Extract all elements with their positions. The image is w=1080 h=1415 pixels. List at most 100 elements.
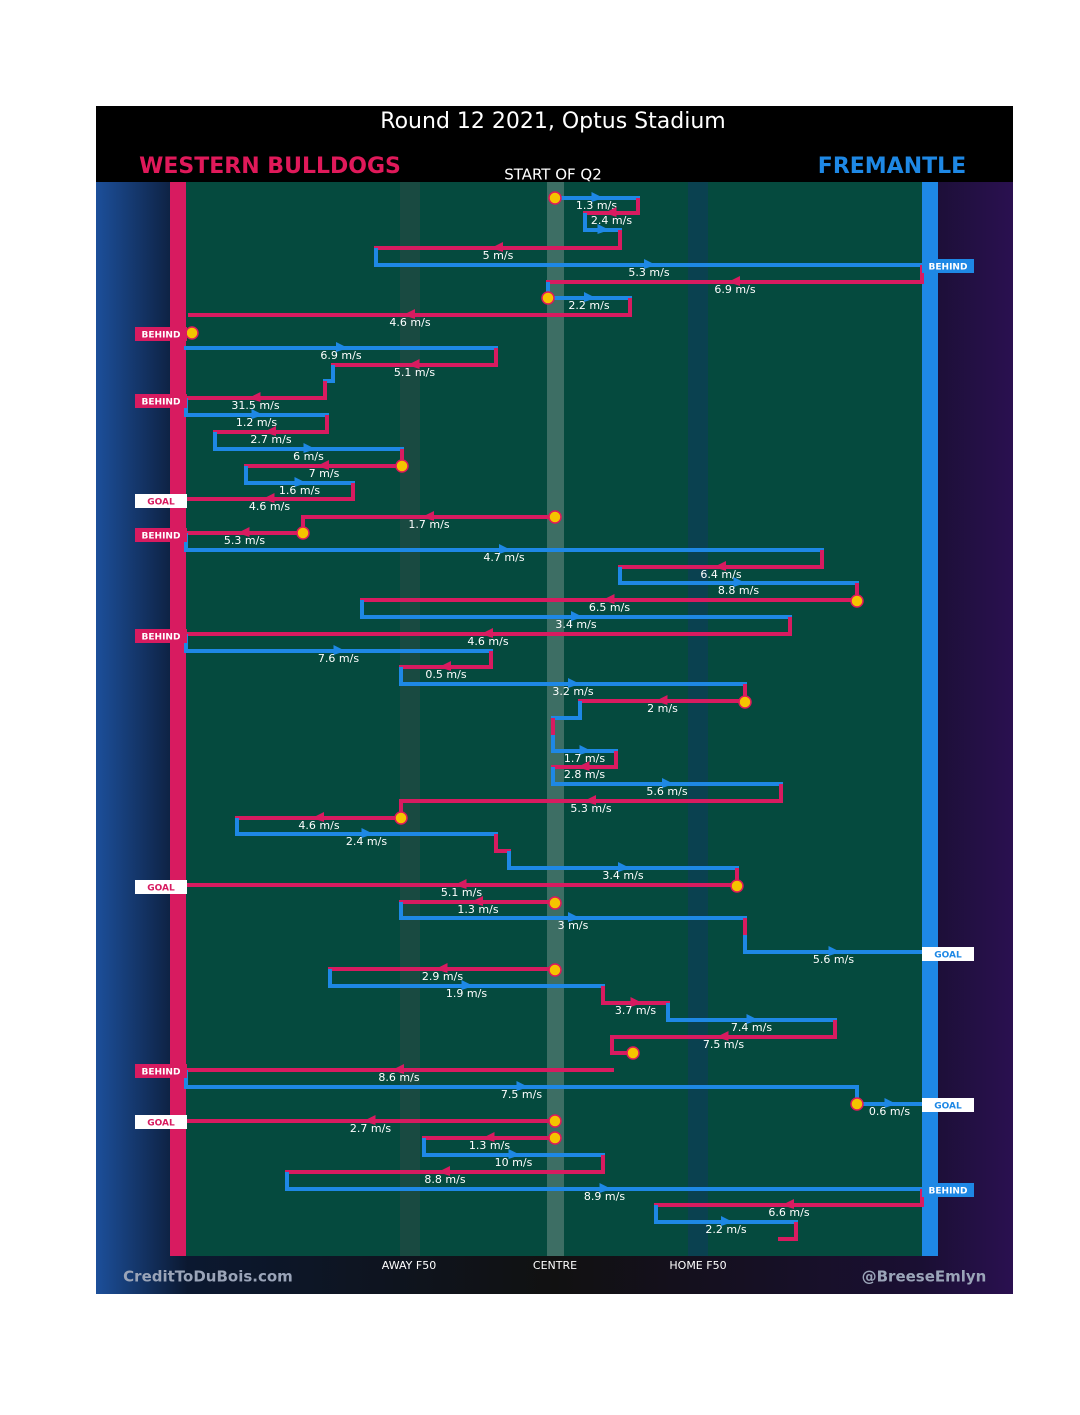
event-label: BEHIND [142, 633, 181, 643]
event-label: GOAL [934, 951, 962, 961]
field-label: AWAY F50 [382, 1259, 436, 1272]
arrow [361, 828, 374, 838]
arrow [237, 527, 250, 537]
ball-marker [730, 879, 744, 893]
arrow [568, 912, 580, 922]
speed-label: 6.6 m/s [768, 1206, 809, 1219]
arrow [294, 477, 307, 487]
arrow [602, 594, 615, 604]
speed-label: 5.6 m/s [646, 785, 687, 798]
speed-label: 2.7 m/s [350, 1122, 391, 1135]
arrow [336, 342, 348, 352]
ball-marker [296, 526, 310, 540]
right-goal-line [922, 182, 938, 1256]
speed-label: 1.9 m/s [446, 987, 487, 1000]
event-badge [135, 629, 187, 643]
arrow [516, 1081, 529, 1091]
ball-marker [850, 594, 864, 608]
speed-label: 4.6 m/s [249, 500, 290, 513]
field-label: CENTRE [533, 1259, 577, 1272]
event-label: BEHIND [142, 398, 181, 408]
event-badge [135, 394, 187, 408]
event-badge [922, 1183, 974, 1197]
speed-label: 3.4 m/s [555, 618, 596, 631]
arrow [333, 645, 346, 655]
speed-label: 7 m/s [309, 467, 340, 480]
ball-marker [548, 1131, 562, 1145]
arrow [312, 812, 324, 822]
speed-label: 5.1 m/s [441, 886, 482, 899]
away-f50-band [400, 182, 420, 1256]
event-label: GOAL [147, 1119, 175, 1129]
arrow [454, 879, 467, 889]
event-label: BEHIND [142, 331, 181, 341]
speed-label: 1.7 m/s [408, 518, 449, 531]
event-badge [922, 947, 974, 961]
event-label: GOAL [147, 884, 175, 894]
event-label: BEHIND [929, 1187, 968, 1197]
arrow [599, 1183, 612, 1193]
arrow [584, 292, 596, 302]
period: START OF Q2 [504, 166, 602, 184]
speed-label: 8.8 m/s [424, 1173, 465, 1186]
ball-marker [626, 1046, 640, 1060]
arrow [303, 443, 316, 453]
speed-label: 7.6 m/s [318, 652, 359, 665]
arrow [662, 778, 674, 788]
speed-label: 2.8 m/s [564, 768, 605, 781]
event-label: GOAL [934, 1102, 962, 1112]
arrow [392, 1064, 404, 1074]
arrow [407, 359, 420, 369]
ball-marker [548, 191, 562, 205]
ball-marker [548, 896, 562, 910]
ball-marker [394, 811, 408, 825]
event-badge [135, 528, 187, 542]
speed-label: 10 m/s [495, 1156, 533, 1169]
arrow [262, 493, 275, 503]
ball-marker [185, 326, 199, 340]
arrow [481, 628, 493, 638]
arrow [746, 1014, 759, 1024]
speed-label: 7.5 m/s [501, 1088, 542, 1101]
arrow [884, 1098, 897, 1108]
arrow [471, 896, 483, 906]
speed-label: 1.6 m/s [279, 484, 320, 497]
arrow [482, 1132, 495, 1142]
speed-label: 5.3 m/s [224, 534, 265, 547]
speed-label: 1.3 m/s [576, 199, 617, 212]
speed-label: 1.2 m/s [236, 416, 277, 429]
arrow [655, 695, 668, 705]
speed-label: 2.7 m/s [250, 433, 291, 446]
speed-label: 2.2 m/s [568, 299, 609, 312]
speed-label: 2.2 m/s [705, 1223, 746, 1236]
ball-marker [541, 291, 555, 305]
speed-label: 0.5 m/s [425, 668, 466, 681]
arrow [782, 1199, 794, 1209]
event-badge [135, 1064, 187, 1078]
speed-label: 2.4 m/s [591, 214, 632, 227]
arrow [728, 276, 740, 286]
speed-label: 3.4 m/s [602, 869, 643, 882]
arrow [422, 511, 434, 521]
speed-label: 5 m/s [483, 249, 514, 262]
speed-label: 6.9 m/s [320, 349, 361, 362]
event-badge [135, 327, 187, 341]
arrow [579, 745, 592, 755]
arrow [264, 426, 276, 436]
arrow [439, 661, 451, 671]
title: Round 12 2021, Optus Stadium [380, 109, 725, 134]
event-label: BEHIND [142, 532, 181, 542]
ball-marker [395, 459, 409, 473]
event-badge [922, 1098, 974, 1112]
speed-label: 4.6 m/s [467, 635, 508, 648]
home-f50-band [688, 182, 708, 1256]
speed-label: 7.4 m/s [731, 1021, 772, 1034]
arrow [716, 1031, 729, 1041]
ball-marker [548, 1114, 562, 1128]
arrow [403, 309, 415, 319]
speed-label: 5.3 m/s [570, 802, 611, 815]
speed-label: 8.6 m/s [378, 1071, 419, 1084]
ball-marker [738, 695, 752, 709]
arrow [597, 224, 610, 234]
